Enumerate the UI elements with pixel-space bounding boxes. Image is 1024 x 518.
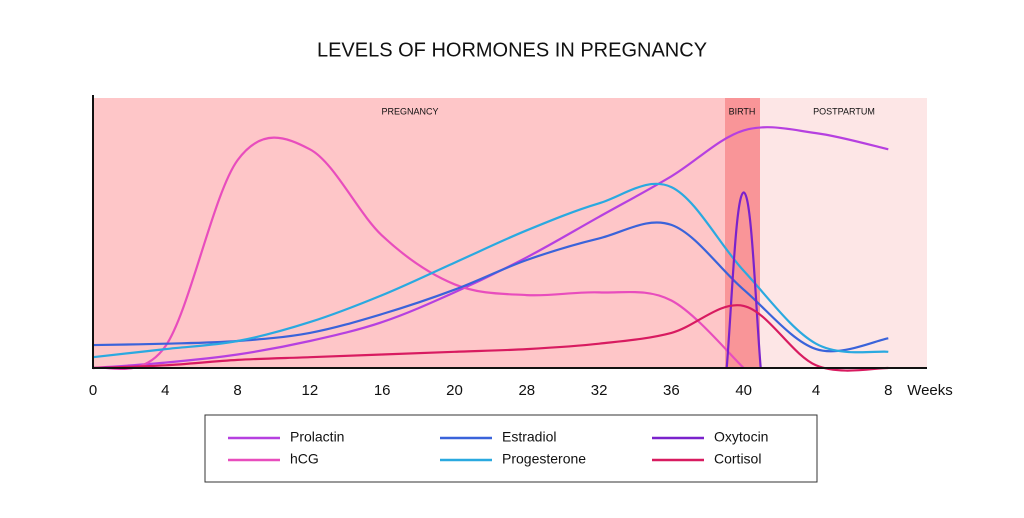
- x-axis-label: Weeks: [907, 382, 953, 399]
- x-tick-label: 0: [89, 382, 97, 399]
- x-tick-label: 8: [884, 382, 892, 399]
- x-tick-label: 20: [446, 382, 463, 399]
- x-tick-label: 28: [518, 382, 535, 399]
- legend-label: Cortisol: [714, 451, 761, 467]
- legend: [204, 414, 818, 483]
- pregnancy-region: [93, 98, 725, 368]
- x-tick-label: 36: [663, 382, 680, 399]
- x-tick-label: 40: [735, 382, 752, 399]
- legend-label: hCG: [290, 451, 319, 467]
- chart-title: LEVELS OF HORMONES IN PREGNANCY: [317, 39, 707, 61]
- legend-label: Oxytocin: [714, 429, 768, 445]
- x-tick-label: 8: [233, 382, 241, 399]
- x-tick-label: 4: [161, 382, 169, 399]
- series-line: [92, 182, 889, 359]
- legend-label: Progesterone: [502, 451, 586, 467]
- region-label: BIRTH: [729, 106, 756, 116]
- series-line: [92, 136, 745, 370]
- series-line: [725, 191, 762, 369]
- legend-label: Prolactin: [290, 429, 344, 445]
- x-tick-label: 12: [302, 382, 319, 399]
- region-label: PREGNANCY: [381, 106, 438, 116]
- series-line: [92, 304, 889, 372]
- legend-items: Prolactin hCG Estradiol Progesterone Oxytoci…: [228, 429, 768, 467]
- plot: [92, 126, 889, 372]
- x-tick-label: 32: [591, 382, 608, 399]
- x-tick-label: 16: [374, 382, 391, 399]
- legend-label: Estradiol: [502, 429, 556, 445]
- x-tick-label: 4: [812, 382, 820, 399]
- postpartum-region: [760, 98, 927, 368]
- region-label: POSTPARTUM: [813, 106, 875, 116]
